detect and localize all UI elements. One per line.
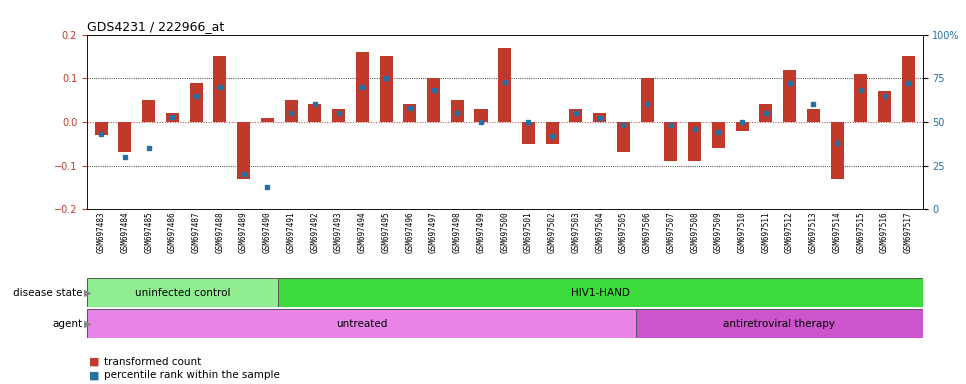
Text: ▶: ▶ [84,318,92,329]
Text: GSM697496: GSM697496 [406,211,414,253]
Text: GSM697490: GSM697490 [263,211,271,253]
Bar [427,78,440,122]
Bar [831,122,843,179]
Text: GSM697509: GSM697509 [714,211,723,253]
Text: GSM697516: GSM697516 [880,211,889,253]
Bar [522,122,535,144]
Text: GSM697506: GSM697506 [642,211,652,253]
Bar [759,104,773,122]
Text: GSM697494: GSM697494 [357,211,367,253]
Text: GSM697508: GSM697508 [690,211,699,253]
Text: GSM697512: GSM697512 [785,211,794,253]
Text: GSM697486: GSM697486 [168,211,177,253]
Text: transformed count: transformed count [104,357,202,367]
Text: GSM697492: GSM697492 [310,211,320,253]
Text: percentile rank within the sample: percentile rank within the sample [104,370,280,380]
Text: GSM697515: GSM697515 [856,211,866,253]
Bar [213,56,226,122]
Text: ▶: ▶ [84,288,92,298]
Bar [261,118,274,122]
Bar [688,122,701,161]
Text: GSM697507: GSM697507 [667,211,675,253]
Bar [593,113,607,122]
Bar [278,278,923,307]
Bar [285,100,298,122]
Text: GSM697485: GSM697485 [144,211,154,253]
Text: GSM697511: GSM697511 [761,211,770,253]
Text: GSM697501: GSM697501 [524,211,533,253]
Text: untreated: untreated [336,318,387,329]
Text: GDS4231 / 222966_at: GDS4231 / 222966_at [87,20,224,33]
Bar [807,109,820,122]
Bar [189,83,203,122]
Bar [735,122,749,131]
Text: GSM697487: GSM697487 [191,211,201,253]
Bar [119,122,131,152]
Text: GSM697502: GSM697502 [548,211,556,253]
Text: GSM697498: GSM697498 [453,211,462,253]
Bar [451,100,464,122]
Bar [636,309,923,338]
Text: GSM697489: GSM697489 [240,211,248,253]
Text: HIV1-HAND: HIV1-HAND [571,288,630,298]
Text: ■: ■ [89,370,99,380]
Bar [403,104,416,122]
Text: GSM697497: GSM697497 [429,211,438,253]
Bar [308,104,322,122]
Text: GSM697484: GSM697484 [121,211,129,253]
Bar [87,309,636,338]
Bar [617,122,630,152]
Bar [712,122,724,148]
Text: GSM697503: GSM697503 [572,211,581,253]
Bar [901,56,915,122]
Text: GSM697500: GSM697500 [500,211,509,253]
Text: agent: agent [52,318,82,329]
Text: GSM697493: GSM697493 [334,211,343,253]
Bar [546,122,558,144]
Text: GSM697514: GSM697514 [833,211,841,253]
Text: GSM697505: GSM697505 [619,211,628,253]
Text: GSM697499: GSM697499 [476,211,486,253]
Text: antiretroviral therapy: antiretroviral therapy [724,318,836,329]
Bar [95,122,108,135]
Text: GSM697491: GSM697491 [287,211,296,253]
Bar [237,122,250,179]
Bar [569,109,582,122]
Bar [142,100,156,122]
Bar [640,78,654,122]
Text: disease state: disease state [13,288,82,298]
Text: GSM697517: GSM697517 [904,211,913,253]
Bar [355,52,369,122]
Bar [854,74,867,122]
Text: ■: ■ [89,357,99,367]
Text: GSM697483: GSM697483 [97,211,105,253]
Bar [783,70,796,122]
Text: GSM697488: GSM697488 [215,211,224,253]
Bar [87,278,278,307]
Bar [474,109,488,122]
Bar [665,122,677,161]
Text: GSM697513: GSM697513 [809,211,818,253]
Text: GSM697504: GSM697504 [595,211,604,253]
Bar [380,56,392,122]
Bar [878,91,891,122]
Text: GSM697510: GSM697510 [738,211,747,253]
Bar [498,48,511,122]
Text: GSM697495: GSM697495 [382,211,390,253]
Bar [332,109,345,122]
Text: uninfected control: uninfected control [134,288,230,298]
Bar [166,113,179,122]
